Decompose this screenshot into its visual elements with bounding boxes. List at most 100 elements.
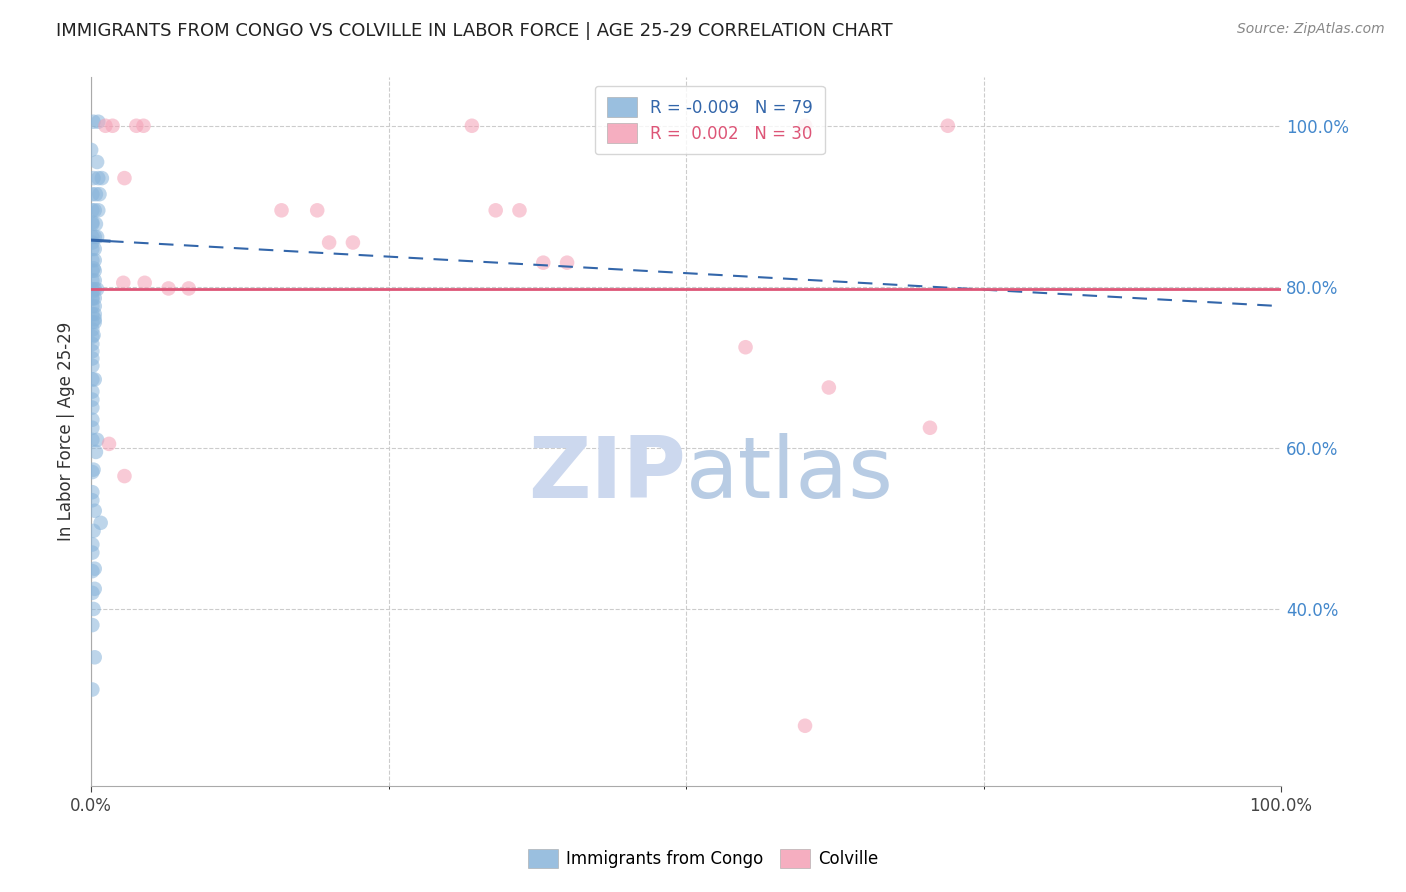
Point	[82, 282, 104, 296]
Point	[270, 203, 292, 218]
Point	[82, 235, 104, 250]
Point	[82, 421, 104, 435]
Point	[83, 307, 105, 321]
Point	[82, 273, 104, 287]
Point	[83, 582, 105, 596]
Point	[82, 392, 104, 407]
Text: atlas: atlas	[686, 433, 894, 516]
Point	[86, 230, 108, 244]
Point	[82, 564, 104, 578]
Point	[82, 203, 104, 218]
Text: IMMIGRANTS FROM CONGO VS COLVILLE IN LABOR FORCE | AGE 25-29 CORRELATION CHART: IMMIGRANTS FROM CONGO VS COLVILLE IN LAB…	[56, 22, 893, 40]
Point	[83, 315, 105, 329]
Point	[86, 433, 108, 447]
Point	[794, 119, 817, 133]
Point	[86, 155, 108, 169]
Point	[82, 322, 104, 336]
Point	[217, 823, 239, 838]
Point	[82, 307, 104, 321]
Point	[83, 312, 105, 326]
Point	[83, 463, 105, 477]
Point	[82, 384, 104, 399]
Point	[90, 171, 112, 186]
Point	[177, 281, 200, 295]
Point	[82, 217, 104, 231]
Point	[83, 372, 105, 386]
Point	[82, 299, 104, 313]
Point	[82, 215, 104, 229]
Point	[794, 719, 817, 733]
Point	[84, 445, 107, 459]
Point	[734, 340, 756, 354]
Point	[82, 401, 104, 415]
Point	[82, 465, 104, 479]
Point	[83, 282, 105, 296]
Point	[125, 119, 148, 133]
Point	[86, 282, 108, 296]
Point	[83, 230, 105, 244]
Point	[83, 299, 105, 313]
Point	[82, 330, 104, 344]
Point	[82, 264, 104, 278]
Point	[84, 187, 107, 202]
Legend: R = -0.009   N = 79, R =  0.002   N = 30: R = -0.009 N = 79, R = 0.002 N = 30	[595, 86, 824, 154]
Point	[94, 119, 117, 133]
Point	[83, 261, 105, 276]
Point	[83, 253, 105, 268]
Point	[307, 203, 329, 218]
Point	[342, 235, 364, 250]
Point	[82, 682, 104, 697]
Point	[83, 273, 105, 287]
Point	[83, 203, 105, 218]
Point	[82, 230, 104, 244]
Point	[87, 171, 110, 186]
Point	[112, 276, 135, 290]
Point	[817, 380, 839, 394]
Text: Source: ZipAtlas.com: Source: ZipAtlas.com	[1237, 22, 1385, 37]
Point	[83, 328, 105, 343]
Point	[82, 545, 104, 559]
Point	[82, 291, 104, 305]
Point	[82, 315, 104, 329]
Point	[83, 562, 105, 576]
Point	[83, 264, 105, 278]
Point	[82, 433, 104, 447]
Point	[82, 485, 104, 500]
Point	[531, 255, 554, 269]
Point	[82, 242, 104, 256]
Point	[82, 337, 104, 351]
Point	[114, 171, 136, 186]
Point	[82, 285, 104, 299]
Point	[82, 253, 104, 268]
Point	[83, 242, 105, 256]
Point	[82, 187, 104, 202]
Point	[83, 114, 105, 128]
Point	[82, 537, 104, 551]
Point	[114, 469, 136, 483]
Point	[87, 203, 110, 218]
Point	[82, 359, 104, 373]
Point	[98, 437, 121, 451]
Point	[485, 203, 508, 218]
Point	[508, 203, 530, 218]
Point	[318, 235, 340, 250]
Point	[82, 344, 104, 359]
Point	[87, 114, 110, 128]
Point	[80, 143, 103, 157]
Point	[83, 171, 105, 186]
Point	[936, 119, 959, 133]
Point	[89, 187, 111, 202]
Point	[134, 276, 156, 290]
Point	[918, 421, 941, 435]
Point	[82, 618, 104, 632]
Y-axis label: In Labor Force | Age 25-29: In Labor Force | Age 25-29	[58, 322, 75, 541]
Point	[132, 119, 155, 133]
Point	[83, 504, 105, 518]
Point	[82, 586, 104, 600]
Point	[82, 493, 104, 508]
Point	[83, 524, 105, 538]
Point	[82, 292, 104, 306]
Point	[82, 372, 104, 386]
Text: ZIP: ZIP	[529, 433, 686, 516]
Point	[90, 516, 112, 530]
